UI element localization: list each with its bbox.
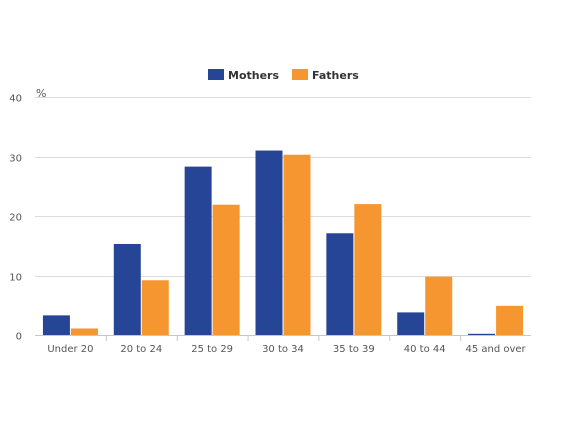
x-tick-label: 20 to 24 bbox=[120, 344, 162, 355]
bar-fathers-5[interactable] bbox=[425, 276, 453, 335]
x-tick-label: 45 and over bbox=[465, 344, 526, 355]
bar-mothers-0[interactable] bbox=[42, 315, 70, 335]
legend-label-fathers: Fathers bbox=[312, 69, 359, 82]
x-tick-label: 25 to 29 bbox=[191, 344, 233, 355]
y-tick-label: 0 bbox=[16, 332, 22, 343]
bar-mothers-2[interactable] bbox=[184, 166, 212, 335]
y-axis-unit-label: % bbox=[36, 87, 46, 100]
legend-item-fathers[interactable]: Fathers bbox=[292, 69, 359, 82]
y-tick-label: 10 bbox=[9, 273, 22, 284]
y-tick-label: 30 bbox=[9, 154, 22, 165]
legend-label-mothers: Mothers bbox=[228, 69, 279, 82]
bar-mothers-4[interactable] bbox=[326, 233, 354, 335]
x-tick-label: 40 to 44 bbox=[404, 344, 446, 355]
x-tick-label: 35 to 39 bbox=[333, 344, 375, 355]
legend-item-mothers[interactable]: Mothers bbox=[208, 69, 279, 82]
bar-fathers-6[interactable] bbox=[496, 305, 524, 335]
bars bbox=[42, 150, 524, 335]
x-axis-ticks: Under 20 20 to 24 25 to 29 30 to 34 35 to 39… bbox=[47, 335, 527, 355]
bar-fathers-2[interactable] bbox=[212, 204, 240, 335]
legend-swatch-fathers bbox=[292, 69, 308, 80]
y-axis-ticks: 0 10 20 30 40 bbox=[9, 94, 22, 343]
bar-mothers-6[interactable] bbox=[468, 333, 496, 335]
x-tick-label: 30 to 34 bbox=[262, 344, 304, 355]
legend: Mothers Fathers bbox=[208, 69, 359, 82]
bar-fathers-1[interactable] bbox=[141, 280, 169, 335]
bar-fathers-3[interactable] bbox=[283, 154, 311, 335]
bar-mothers-3[interactable] bbox=[255, 150, 283, 335]
y-tick-label: 40 bbox=[9, 94, 22, 105]
bar-fathers-4[interactable] bbox=[354, 204, 382, 335]
x-tick-label: Under 20 bbox=[47, 344, 93, 355]
grid-lines bbox=[35, 97, 531, 277]
bar-fathers-0[interactable] bbox=[70, 328, 98, 335]
legend-swatch-mothers bbox=[208, 69, 224, 80]
bar-mothers-1[interactable] bbox=[113, 243, 141, 335]
y-tick-label: 20 bbox=[9, 213, 22, 224]
bar-mothers-5[interactable] bbox=[397, 312, 425, 335]
